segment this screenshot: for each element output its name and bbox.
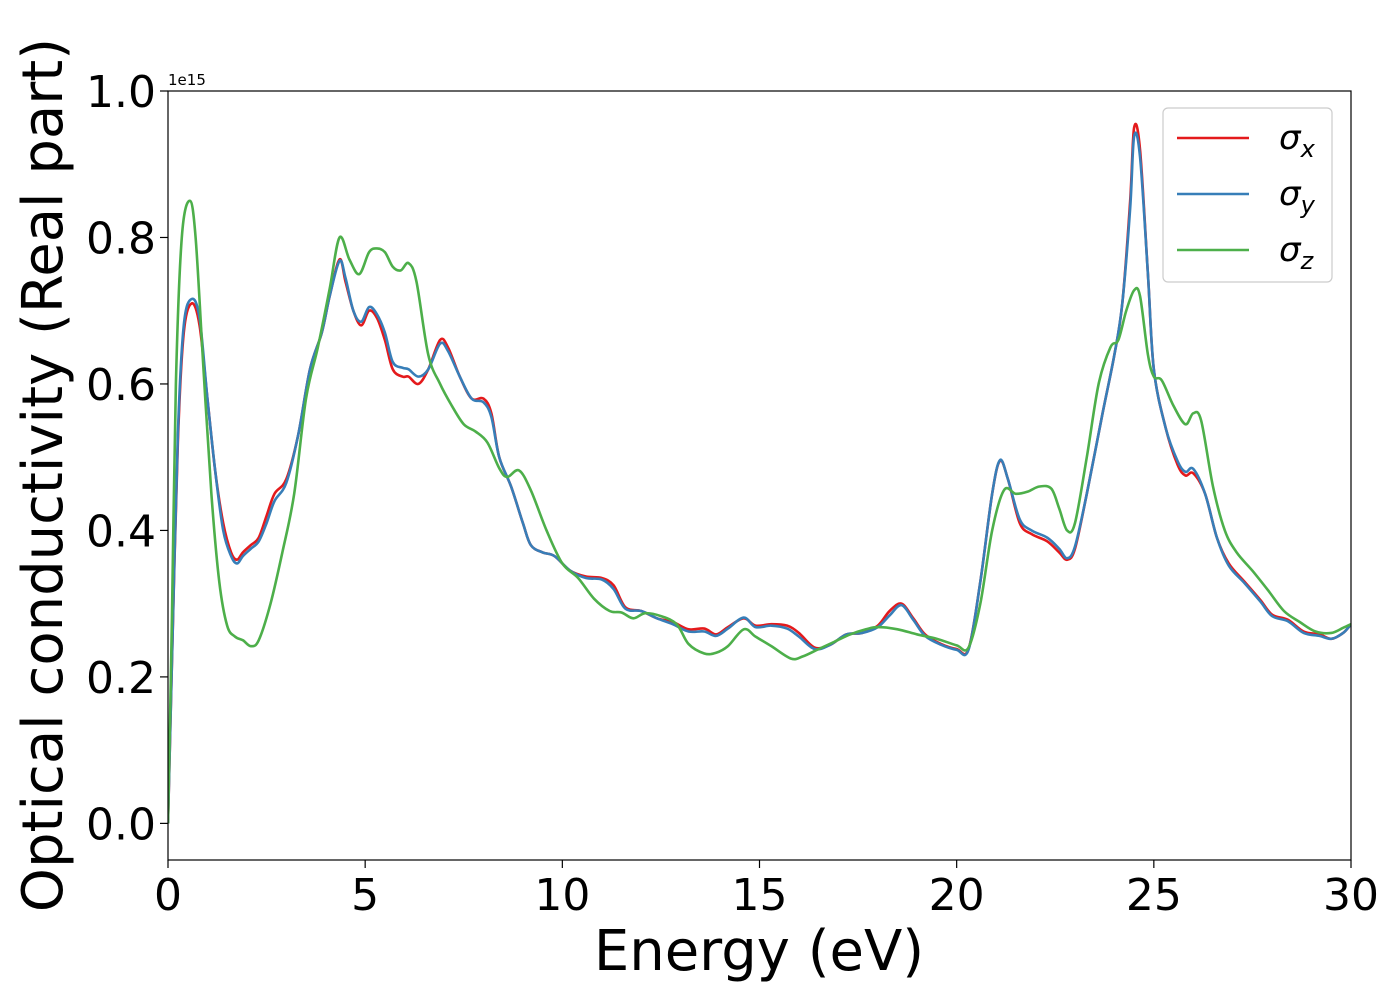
x-tick-label: 0 — [154, 870, 182, 921]
series-line-y — [168, 131, 1351, 824]
y-offset-label: 1e15 — [168, 71, 206, 89]
legend-label-x: σx — [1279, 118, 1316, 163]
series-line-z — [168, 199, 1351, 824]
y-axis: 0.0 0.2 0.4 0.6 0.8 1.0 — [86, 67, 168, 850]
series-layer — [168, 122, 1351, 824]
x-tick-label: 20 — [929, 870, 985, 921]
y-tick-label: 0.2 — [86, 653, 156, 704]
x-tick-label: 5 — [351, 870, 379, 921]
x-tick-label: 15 — [732, 870, 788, 921]
y-tick-label: 0.6 — [86, 360, 156, 411]
y-tick-label: 0.8 — [86, 213, 156, 264]
x-tick-label: 30 — [1323, 870, 1379, 921]
y-axis-label: Optical conductivity (Real part) — [11, 38, 76, 912]
x-tick-label: 10 — [534, 870, 590, 921]
legend: σx σy σz — [1162, 107, 1333, 283]
x-tick-label: 25 — [1126, 870, 1182, 921]
x-axis-label: Energy (eV) — [594, 919, 924, 984]
y-tick-label: 0.0 — [86, 799, 156, 850]
y-tick-label: 0.4 — [86, 506, 156, 557]
y-tick-label: 1.0 — [86, 67, 156, 118]
x-axis: 0 5 10 15 20 25 30 — [154, 860, 1379, 921]
legend-label-z: σz — [1279, 230, 1315, 275]
legend-label-y: σy — [1279, 174, 1316, 219]
